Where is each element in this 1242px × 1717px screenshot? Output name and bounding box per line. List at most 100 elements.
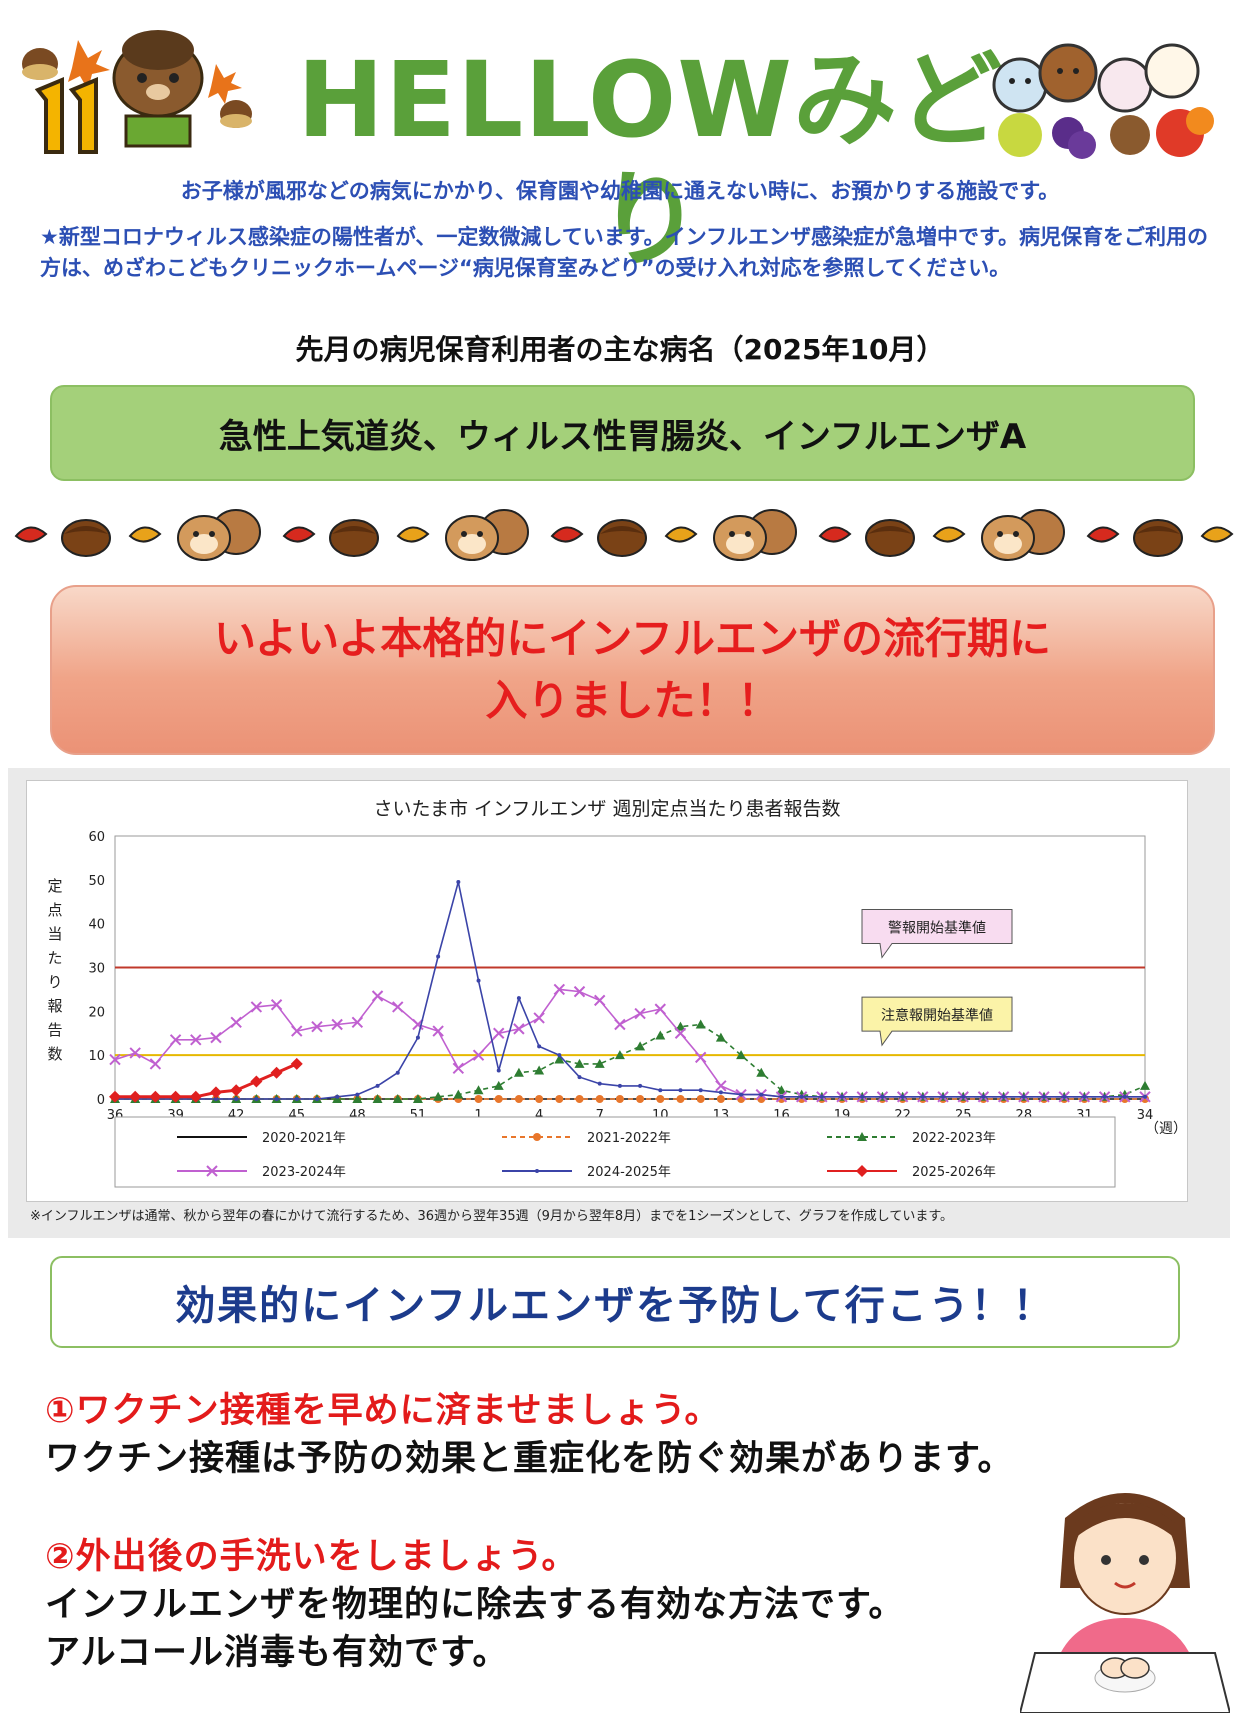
- prevention-heading-box: 効果的にインフルエンザを予防して行こう！！: [50, 1256, 1180, 1348]
- chart-data-point: [234, 1097, 239, 1101]
- chart-data-point: [900, 1094, 905, 1099]
- chart-series: [109, 1057, 303, 1103]
- chart-data-point: [678, 1088, 683, 1093]
- chart-data-point: [294, 1097, 299, 1101]
- leaf-icon: [282, 526, 316, 543]
- chart-data-point: [614, 1018, 626, 1031]
- chart-data-point: [109, 1053, 121, 1066]
- chart-data-point: [513, 1023, 525, 1035]
- chart-data-point: [594, 1058, 605, 1068]
- chart-data-point: [331, 1018, 343, 1031]
- squirrel-acorn-leaf-icons: [14, 509, 1234, 561]
- chart-data-point: [395, 1070, 400, 1075]
- chart-data-point: [274, 1097, 279, 1101]
- chart-data-point: [634, 1007, 646, 1020]
- chart-data-point: [676, 1095, 685, 1103]
- chart-data-point: [433, 1091, 444, 1101]
- chart-data-point: [557, 1053, 562, 1058]
- chart-data-point: [655, 1030, 666, 1040]
- chart-y-tick-label: 40: [88, 918, 105, 933]
- chart-series-line: [115, 881, 1145, 1100]
- squirrel-icon: [445, 509, 529, 561]
- chart-y-axis-label-char: り: [47, 973, 62, 991]
- chart-data-point: [614, 1050, 625, 1060]
- chart-data-point: [355, 1092, 360, 1097]
- leaf-icon: [932, 526, 966, 543]
- disease-list: 急性上気道炎、ウィルス性胃腸炎、インフルエンザA: [218, 416, 1027, 457]
- squirrel-icon: [177, 509, 261, 561]
- chart-data-point: [1140, 1080, 1150, 1090]
- leaf-icon: [1086, 526, 1120, 543]
- disease-list-box: 急性上気道炎、ウィルス性胃腸炎、インフルエンザA: [50, 385, 1195, 481]
- chart-data-point: [311, 1020, 323, 1033]
- chart-x-tick-label: 34: [1137, 1108, 1154, 1123]
- chart-data-point: [129, 1047, 141, 1059]
- chart-data-point: [476, 978, 481, 983]
- month-badge-illustration: [22, 30, 252, 154]
- chart-y-tick-label: 20: [88, 1005, 105, 1020]
- chart-data-point: [206, 1165, 218, 1177]
- alert-box: いよいよ本格的にインフルエンザの流行期に 入りました！！: [50, 585, 1215, 755]
- chart-data-point: [573, 985, 586, 998]
- chart-legend-item: 2021-2022年: [502, 1131, 671, 1146]
- chart-data-point: [473, 1085, 484, 1095]
- chart-data-point: [698, 1088, 703, 1093]
- prevention-heading: 効果的にインフルエンザを予防して行こう！！: [175, 1283, 1055, 1329]
- chart-data-point: [270, 999, 283, 1011]
- chart-data-point: [371, 990, 384, 1002]
- chart-y-tick-label: 10: [88, 1049, 105, 1064]
- tip-2-body: インフルエンザを物理的に除去する有効な方法です。: [45, 1585, 905, 1625]
- chart-data-point: [961, 1094, 966, 1099]
- chart-y-axis-label-char: た: [47, 949, 62, 967]
- chart-data-point: [493, 1027, 505, 1039]
- girl-washing-hands-icon: [1018, 1493, 1232, 1714]
- tip-1-body: ワクチン接種は予防の効果と重症化を防ぐ効果があります。: [45, 1439, 1014, 1479]
- acorn-icon: [1133, 519, 1183, 557]
- chart-x-tick-label: 7: [596, 1108, 604, 1123]
- chart-data-point: [534, 1065, 545, 1075]
- chart-data-point: [209, 1086, 222, 1099]
- chart-data-point: [352, 1094, 363, 1103]
- chart-data-point: [615, 1095, 624, 1103]
- leaf-icon: [14, 526, 48, 543]
- chart-data-point: [739, 1092, 744, 1097]
- chart-data-point: [436, 954, 441, 959]
- chart-data-point: [857, 1132, 867, 1141]
- chart-legend-label: 2021-2022年: [587, 1131, 671, 1146]
- chart-data-point: [656, 1095, 665, 1103]
- chart-data-point: [638, 1083, 643, 1088]
- chart-data-point: [474, 1095, 483, 1103]
- animals-fruit-icon: [992, 43, 1214, 159]
- chart-threshold-callout: 注意報開始基準値: [861, 996, 1013, 1047]
- chart-data-point: [554, 1054, 565, 1064]
- chart-data-point: [715, 1080, 727, 1092]
- chart-data-point: [169, 1090, 182, 1103]
- alert-line-2: 入りました！！: [485, 676, 780, 725]
- chart-data-point: [694, 1051, 707, 1064]
- chart-data-point: [575, 1095, 584, 1103]
- chart-data-point: [880, 1094, 885, 1099]
- chart-data-point: [636, 1095, 645, 1103]
- chart-legend-label: 2024-2025年: [587, 1165, 671, 1180]
- chart-data-point: [779, 1094, 784, 1099]
- chart-data-point: [696, 1095, 705, 1103]
- chart-data-point: [513, 1067, 524, 1077]
- chart-data-point: [941, 1094, 946, 1099]
- chart-data-point: [1062, 1094, 1067, 1099]
- chart-data-point: [493, 1080, 504, 1090]
- chart-data-point: [535, 1169, 539, 1173]
- chart-y-axis-label-char: 報: [47, 997, 62, 1015]
- leaf-icon: [1200, 526, 1234, 543]
- chart-y-axis-label-char: 当: [47, 925, 62, 943]
- chart-data-point: [597, 1081, 602, 1086]
- chart-data-point: [799, 1094, 804, 1099]
- chart-data-point: [230, 1084, 243, 1097]
- chart-legend: [114, 1116, 1116, 1188]
- chart-data-point: [1082, 1094, 1087, 1099]
- chart-data-point: [270, 1066, 283, 1079]
- chart-data-point: [537, 1044, 542, 1049]
- chart-title: さいたま市 インフルエンザ 週別定点当たり患者報告数: [374, 798, 841, 820]
- chart-data-point: [716, 1095, 725, 1103]
- chart-data-point: [291, 1025, 303, 1037]
